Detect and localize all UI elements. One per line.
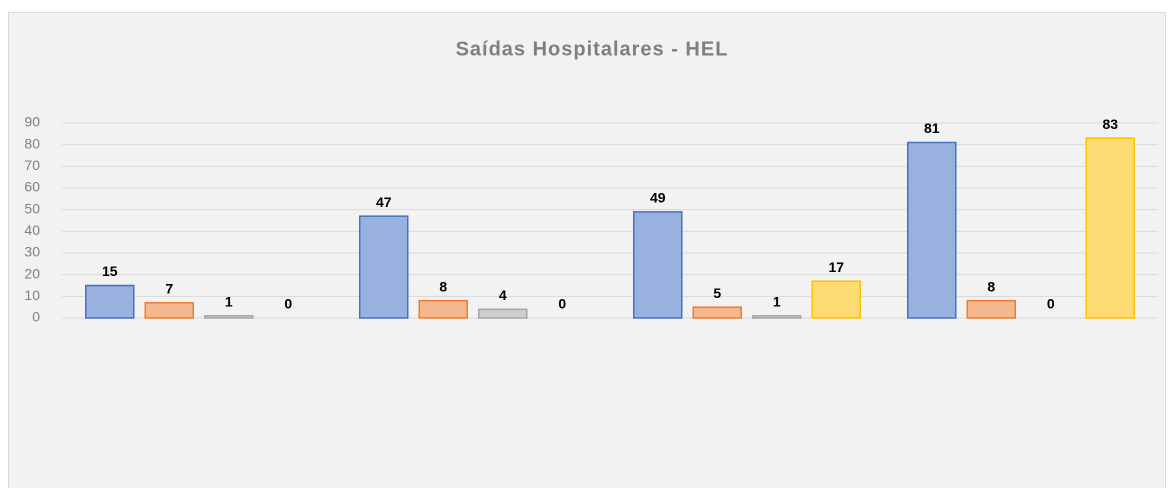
bar bbox=[811, 280, 861, 319]
data-label: 17 bbox=[828, 259, 844, 275]
y-tick-label: 70 bbox=[24, 157, 40, 173]
y-tick-label: 0 bbox=[32, 309, 40, 325]
y-tick-label: 80 bbox=[24, 135, 40, 151]
data-label: 1 bbox=[225, 294, 233, 310]
data-label: 83 bbox=[1102, 116, 1118, 132]
y-tick-label: 40 bbox=[24, 222, 40, 238]
chart-title: Saídas Hospitalares - HEL bbox=[456, 38, 729, 60]
data-label: 0 bbox=[284, 296, 292, 312]
bar bbox=[1085, 137, 1135, 319]
bar bbox=[633, 211, 683, 319]
bar bbox=[418, 299, 468, 319]
data-label: 15 bbox=[102, 263, 118, 279]
data-label: 8 bbox=[439, 278, 447, 294]
y-tick-label: 20 bbox=[24, 265, 40, 281]
data-label: 81 bbox=[924, 120, 940, 136]
bar bbox=[204, 315, 254, 319]
bar bbox=[85, 284, 135, 319]
data-label: 49 bbox=[650, 190, 666, 206]
y-tick-label: 50 bbox=[24, 200, 40, 216]
bar bbox=[752, 315, 802, 319]
bar bbox=[144, 302, 194, 319]
bar bbox=[966, 299, 1016, 319]
data-label: 47 bbox=[376, 194, 392, 210]
y-tick-label: 10 bbox=[24, 287, 40, 303]
bar bbox=[907, 141, 957, 319]
data-label: 0 bbox=[1047, 296, 1055, 312]
bar bbox=[692, 306, 742, 319]
data-label: 1 bbox=[773, 294, 781, 310]
y-tick-label: 60 bbox=[24, 179, 40, 195]
y-tick-label: 90 bbox=[24, 114, 40, 130]
y-tick-label: 30 bbox=[24, 244, 40, 260]
data-label: 8 bbox=[987, 278, 995, 294]
chart-area bbox=[8, 12, 1166, 488]
data-label: 7 bbox=[165, 281, 173, 297]
bar bbox=[359, 215, 409, 319]
data-label: 5 bbox=[713, 285, 721, 301]
data-label: 4 bbox=[499, 287, 507, 303]
bar bbox=[478, 308, 528, 319]
data-label: 0 bbox=[558, 296, 566, 312]
